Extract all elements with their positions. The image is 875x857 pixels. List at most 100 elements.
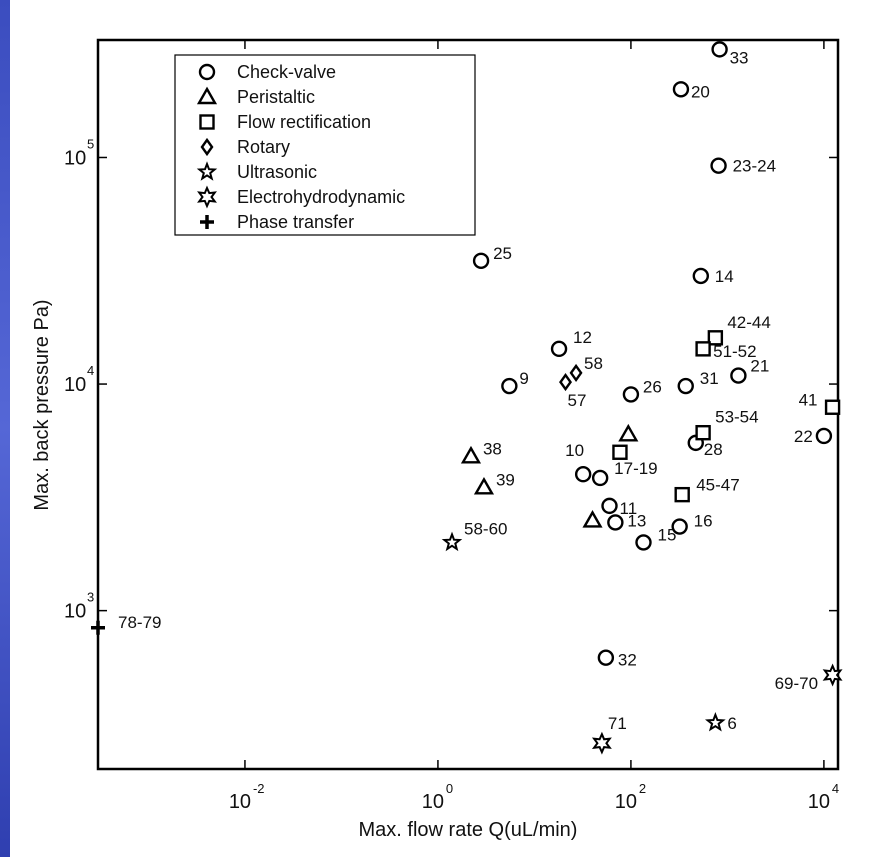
data-point-phase-transfer — [91, 620, 105, 635]
legend-marker-phase-transfer — [200, 215, 214, 229]
data-point-check-valve — [815, 427, 833, 445]
data-label: 38 — [483, 439, 502, 458]
legend-marker-check-valve — [198, 63, 216, 81]
data-point-flow-rectification — [695, 341, 711, 357]
data-label: 20 — [691, 82, 710, 101]
data-point-check-valve — [591, 469, 609, 487]
y-tick-label: 10 — [64, 147, 86, 169]
data-point-check-valve — [597, 649, 615, 666]
data-label: 42-44 — [727, 313, 770, 332]
data-label: 11 — [620, 499, 638, 518]
data-label: 58 — [584, 354, 603, 373]
legend-label-electrohydrodynamic: Electrohydrodynamic — [237, 187, 405, 207]
data-label: 16 — [694, 512, 713, 531]
data-point-check-valve — [711, 41, 728, 58]
data-point-check-valve — [601, 497, 618, 515]
x-axis-title: Max. flow rate Q(uL/min) — [359, 819, 578, 841]
data-point-flow-rectification — [674, 486, 690, 503]
data-point-peristaltic — [473, 476, 495, 495]
data-label: 15 — [657, 525, 676, 544]
legend-label-ultrasonic: Ultrasonic — [237, 162, 317, 182]
legend-label-check-valve: Check-valve — [237, 62, 336, 82]
data-label: 45-47 — [696, 476, 739, 495]
data-point-flow-rectification — [612, 444, 628, 460]
x-tick-exponent: -2 — [253, 781, 265, 796]
data-point-check-valve — [710, 157, 727, 174]
legend-label-phase-transfer: Phase transfer — [237, 212, 354, 232]
data-point-peristaltic — [460, 445, 482, 464]
data-label: 57 — [568, 391, 587, 410]
data-point-peristaltic — [582, 510, 603, 528]
data-point-check-valve — [574, 466, 592, 483]
y-tick-exponent: 4 — [87, 363, 94, 378]
data-label: 69-70 — [775, 674, 818, 693]
data-point-check-valve — [472, 252, 490, 269]
data-point-flow-rectification — [707, 330, 724, 346]
data-label: 26 — [643, 377, 662, 396]
data-label: 71 — [608, 714, 627, 733]
data-label: 6 — [727, 714, 736, 733]
y-axis-title: Max. back pressure Pa) — [31, 299, 53, 510]
data-label: 17-19 — [614, 459, 657, 478]
x-tick-exponent: 2 — [639, 781, 646, 796]
data-label: 33 — [730, 48, 749, 67]
left-edge-band — [0, 0, 10, 857]
data-point-check-valve — [607, 514, 624, 531]
data-label: 13 — [627, 511, 646, 530]
data-label: 51-52 — [713, 342, 756, 361]
data-label: 41 — [799, 390, 818, 409]
data-label: 9 — [519, 369, 528, 388]
data-point-rotary — [559, 373, 572, 392]
data-label: 22 — [794, 427, 813, 446]
data-label: 21 — [750, 357, 769, 376]
data-label: 28 — [704, 440, 723, 459]
x-tick-label: 10 — [808, 791, 830, 813]
x-tick-label: 10 — [422, 791, 444, 813]
data-point-electrohydrodynamic — [591, 731, 612, 755]
data-point-electrohydrodynamic — [822, 663, 843, 687]
data-label: 14 — [715, 267, 734, 286]
data-point-ultrasonic — [705, 712, 726, 732]
data-point-check-valve — [622, 386, 640, 403]
legend-marker-peristaltic — [196, 86, 218, 105]
data-point-check-valve — [671, 518, 688, 535]
data-point-flow-rectification — [824, 399, 841, 415]
legend-label-flow-rectification: Flow rectification — [237, 112, 371, 132]
y-tick-exponent: 3 — [87, 590, 94, 605]
y-tick-label: 10 — [64, 601, 86, 623]
data-point-flow-rectification — [695, 424, 711, 441]
data-point-peristaltic — [618, 423, 639, 442]
data-point-check-valve — [730, 367, 747, 384]
legend-box — [174, 54, 476, 236]
data-label: 78-79 — [118, 613, 161, 632]
data-label: 53-54 — [715, 408, 758, 427]
data-point-check-valve — [501, 377, 518, 395]
data-point-check-valve — [677, 377, 694, 395]
data-label: 58-60 — [464, 519, 507, 538]
legend-marker-rotary — [200, 137, 214, 157]
data-point-ultrasonic — [441, 531, 463, 552]
data-point-check-valve — [550, 340, 568, 358]
data-point-rotary — [569, 363, 583, 382]
data-label: 25 — [493, 244, 512, 263]
y-tick-label: 10 — [64, 374, 86, 396]
data-point-check-valve — [672, 81, 690, 98]
data-point-check-valve — [635, 534, 652, 551]
data-point-check-valve — [692, 267, 710, 285]
data-label: 39 — [496, 470, 515, 489]
x-tick-exponent: 4 — [832, 781, 839, 796]
data-label: 23-24 — [733, 157, 776, 176]
legend-markers — [196, 63, 218, 229]
legend-label-rotary: Rotary — [237, 137, 290, 157]
legend-marker-ultrasonic — [196, 161, 218, 181]
data-label: 10 — [565, 441, 584, 460]
x-tick-label: 10 — [615, 791, 637, 813]
data-label: 12 — [573, 328, 592, 347]
data-label: 31 — [700, 369, 719, 388]
x-tick-exponent: 0 — [446, 781, 453, 796]
data-label: 32 — [618, 651, 637, 670]
legend: Check-valve Peristaltic Flow rectificati… — [174, 54, 476, 236]
legend-marker-electrohydrodynamic — [197, 185, 217, 209]
